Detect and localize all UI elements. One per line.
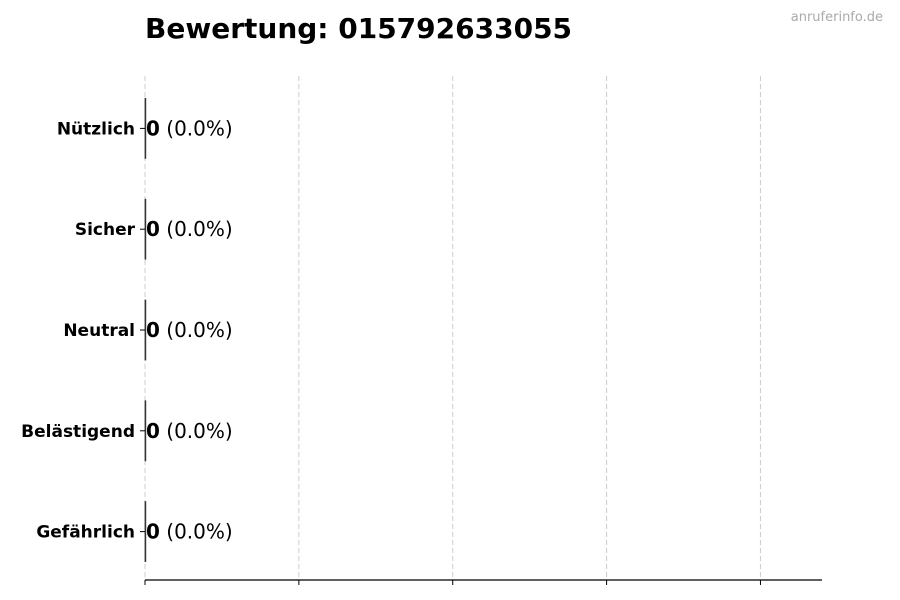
y-tick-label: Neutral bbox=[63, 321, 135, 341]
chart-title: Bewertung: 015792633055 bbox=[145, 12, 573, 45]
data-label: 0 (0.0%) bbox=[146, 419, 233, 443]
data-label-percent: (0.0%) bbox=[160, 419, 233, 443]
data-label-percent: (0.0%) bbox=[160, 520, 233, 544]
data-label-count: 0 bbox=[146, 217, 160, 241]
data-label: 0 (0.0%) bbox=[146, 318, 233, 342]
y-tick-label: Gefährlich bbox=[36, 523, 135, 543]
data-label: 0 (0.0%) bbox=[146, 520, 233, 544]
y-tick-label: Nützlich bbox=[57, 119, 135, 139]
y-tick-label: Belästigend bbox=[21, 422, 135, 442]
data-label-count: 0 bbox=[146, 318, 160, 342]
data-label-percent: (0.0%) bbox=[160, 318, 233, 342]
data-label: 0 (0.0%) bbox=[146, 217, 233, 241]
data-label: 0 (0.0%) bbox=[146, 116, 233, 140]
y-tick-label: Sicher bbox=[75, 220, 136, 240]
data-label-count: 0 bbox=[146, 116, 160, 140]
data-label-percent: (0.0%) bbox=[160, 217, 233, 241]
watermark: anruferinfo.de bbox=[790, 10, 883, 25]
data-label-percent: (0.0%) bbox=[160, 116, 233, 140]
data-label-count: 0 bbox=[146, 419, 160, 443]
data-label-count: 0 bbox=[146, 520, 160, 544]
